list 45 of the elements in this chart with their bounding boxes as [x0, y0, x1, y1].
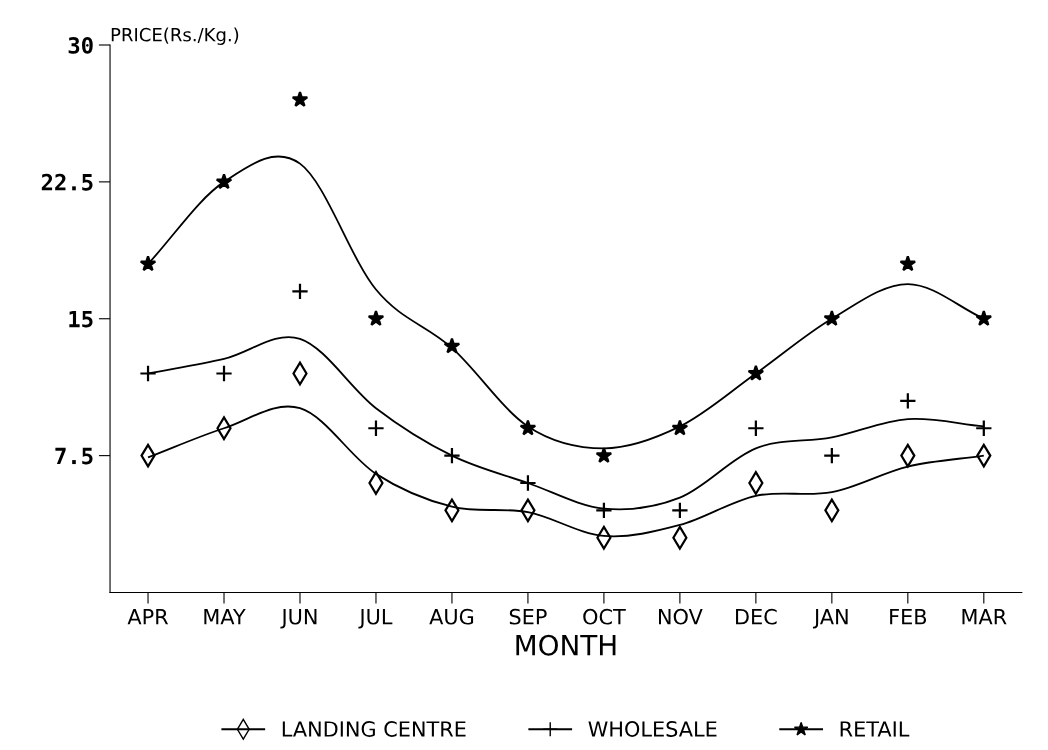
x-tick-label: MAY	[204, 609, 246, 625]
legend-label: WHOLESALE	[588, 721, 717, 737]
x-tick-label: MAR	[962, 609, 1007, 625]
y-tick-label: 7.5	[55, 447, 93, 465]
x-tick-label: FEB	[890, 609, 927, 625]
legend-label: RETAIL	[840, 721, 910, 737]
y-tick-label: 22.5	[41, 173, 93, 191]
x-tick-label: NOV	[659, 608, 703, 625]
point	[747, 419, 765, 437]
point	[899, 255, 917, 272]
point	[519, 419, 537, 436]
point	[975, 419, 993, 437]
point	[823, 310, 841, 327]
point	[215, 173, 233, 190]
y-tick-label: 15	[69, 310, 93, 328]
point	[291, 282, 309, 301]
x-tick-label: SEP	[509, 608, 547, 625]
point	[215, 364, 233, 383]
point	[291, 91, 309, 108]
point	[139, 255, 157, 272]
y-tick-label: 30	[68, 36, 93, 54]
point	[367, 310, 385, 327]
point	[975, 310, 993, 327]
point	[519, 474, 537, 492]
x-tick-label: JUL	[358, 609, 393, 629]
x-tick-label: JAN	[812, 609, 848, 629]
x-tick-label: JUN	[280, 609, 317, 629]
point	[823, 446, 841, 465]
point	[595, 446, 613, 463]
legend-label: LANDING CENTRE	[282, 721, 466, 737]
point	[671, 501, 689, 520]
point	[443, 337, 461, 354]
point	[595, 501, 613, 520]
point	[899, 392, 917, 410]
point	[367, 419, 385, 437]
x-tick-label: APR	[127, 609, 169, 625]
x-tick-label: OCT	[583, 608, 626, 625]
y-axis-title: PRICE(Rs./Kg.)	[111, 27, 239, 45]
x-tick-label: AUG	[429, 608, 474, 625]
point	[139, 364, 157, 383]
x-tick-label: DEC	[736, 608, 777, 625]
point	[747, 364, 765, 381]
point	[671, 419, 689, 436]
point	[443, 446, 461, 465]
x-axis-title: MONTH	[516, 634, 616, 656]
